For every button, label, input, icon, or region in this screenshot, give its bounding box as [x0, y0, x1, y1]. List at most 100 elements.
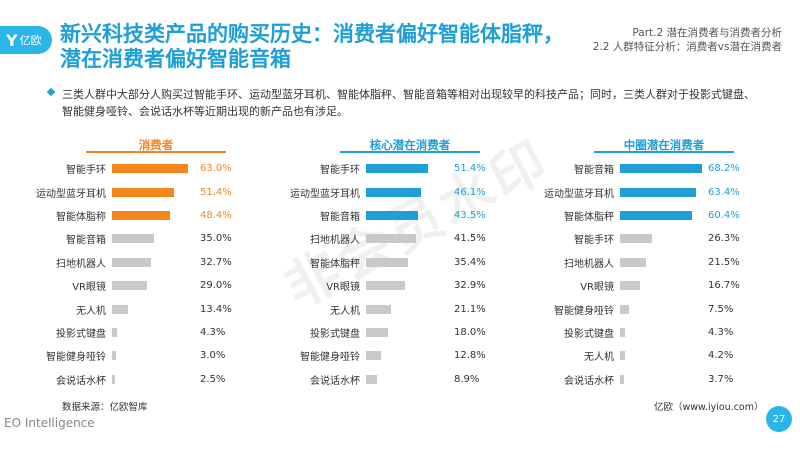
bar: [112, 187, 174, 197]
category-label: 智能健身哑铃: [300, 352, 360, 364]
bar: [366, 304, 392, 314]
value-label: 32.7%: [200, 256, 232, 268]
bar-track: [112, 163, 196, 175]
footer-brand: EO Intelligence: [4, 416, 95, 430]
chart-row: 会说话水杯 2.5%: [16, 368, 246, 391]
bar: [112, 234, 154, 244]
chart-panel-core-potential: 核心潜在消费者 智能手环 51.4% 运动型蓝牙耳机 46.1% 智能音箱 43.5% 扫地…: [270, 137, 500, 391]
chart-row: 扫地机器人 21.5%: [524, 251, 754, 274]
bar: [112, 351, 116, 361]
category-label: 运动型蓝牙耳机: [544, 188, 614, 200]
logo-mark: Y: [6, 30, 18, 50]
chart-title: 核心潜在消费者: [340, 137, 480, 153]
bar-track: [366, 209, 450, 221]
category-label: 智能健身哑铃: [554, 305, 614, 317]
chart-row: 智能健身哑铃 12.8%: [270, 344, 500, 367]
bar: [366, 374, 377, 384]
value-label: 35.0%: [200, 233, 232, 245]
bar: [620, 257, 646, 267]
chart-row: 智能体脂称 48.4%: [16, 204, 246, 227]
category-label: 智能音箱: [574, 165, 614, 177]
bar: [366, 257, 409, 267]
category-label: 投影式键盘: [564, 328, 614, 340]
chart-row: 智能体脂秤 35.4%: [270, 251, 500, 274]
bar-track: [366, 350, 450, 362]
category-label: VR眼镜: [326, 282, 360, 294]
value-label: 2.5%: [200, 373, 226, 385]
chart-row: 扫地机器人 41.5%: [270, 227, 500, 250]
bar-track: [366, 373, 450, 385]
data-source: 数据来源：亿欧智库: [62, 402, 148, 413]
category-label: 智能体脂秤: [564, 211, 614, 223]
bar: [366, 164, 428, 174]
chart-panel-mid-potential: 中圈潜在消费者 智能音箱 68.2% 运动型蓝牙耳机 63.4% 智能体脂秤 60.4% 智…: [524, 137, 754, 391]
bar-track: [366, 280, 450, 292]
chart-row: 投影式键盘 4.3%: [524, 321, 754, 344]
chart-row: 无人机 4.2%: [524, 344, 754, 367]
bar-track: [112, 186, 196, 198]
bar-track: [366, 256, 450, 268]
bar-track: [620, 256, 704, 268]
bar: [620, 234, 652, 244]
bar: [112, 304, 129, 314]
chart-title: 中圈潜在消费者: [594, 137, 734, 153]
chart-row: VR眼镜 29.0%: [16, 274, 246, 297]
value-label: 7.5%: [708, 303, 734, 315]
page-title: 新兴科技类产品的购买历史：消费者偏好智能体脂秤，潜在消费者偏好智能音箱: [60, 22, 564, 71]
bar: [366, 281, 406, 291]
chart-row: 运动型蓝牙耳机 63.4%: [524, 180, 754, 203]
chart-row: 投影式键盘 18.0%: [270, 321, 500, 344]
bar: [366, 187, 422, 197]
category-label: 无人机: [330, 305, 360, 317]
bar: [112, 374, 115, 384]
value-label: 63.0%: [200, 163, 232, 175]
category-label: 投影式键盘: [56, 328, 106, 340]
category-label: VR眼镜: [72, 282, 106, 294]
bar: [620, 374, 625, 384]
logo-text: 亿欧: [19, 34, 42, 47]
bar: [366, 351, 382, 361]
intro-text: 三类人群中大部分人购买过智能手环、运动型蓝牙耳机、智能体脂秤、智能音箱等相对出现…: [62, 88, 755, 118]
section-part: Part.2 潜在消费者与消费者分析: [632, 27, 782, 39]
brand-logo: Y 亿欧: [0, 26, 52, 54]
bar: [620, 210, 693, 220]
value-label: 43.5%: [454, 209, 486, 221]
chart-row: 会说话水杯 8.9%: [270, 368, 500, 391]
category-label: 扫地机器人: [56, 258, 106, 270]
chart-row: VR眼镜 16.7%: [524, 274, 754, 297]
bullet-diamond-icon: [46, 87, 56, 97]
section-subpart: 2.2 人群特征分析：消费者vs潜在消费者: [592, 41, 782, 53]
chart-row: 无人机 13.4%: [16, 297, 246, 320]
bar: [620, 281, 641, 291]
value-label: 60.4%: [708, 209, 740, 221]
chart-row: 智能音箱 68.2%: [524, 157, 754, 180]
value-label: 8.9%: [454, 373, 480, 385]
bar-track: [112, 233, 196, 245]
category-label: 无人机: [76, 305, 106, 317]
page-number: 27: [766, 406, 792, 432]
bar-track: [620, 186, 704, 198]
category-label: 智能手环: [574, 235, 614, 247]
bar-track: [112, 280, 196, 292]
category-label: 无人机: [584, 352, 614, 364]
bar-track: [620, 280, 704, 292]
category-label: 会说话水杯: [56, 375, 106, 387]
chart-title: 消费者: [86, 137, 226, 153]
category-label: 智能体脂称: [56, 211, 106, 223]
chart-row: 会说话水杯 3.7%: [524, 368, 754, 391]
category-label: 运动型蓝牙耳机: [36, 188, 106, 200]
bar-track: [620, 373, 704, 385]
bar-track: [620, 209, 704, 221]
category-label: 智能手环: [320, 165, 360, 177]
value-label: 16.7%: [708, 280, 740, 292]
bar-track: [620, 233, 704, 245]
chart-row: VR眼镜 32.9%: [270, 274, 500, 297]
value-label: 21.1%: [454, 303, 486, 315]
value-label: 46.1%: [454, 186, 486, 198]
chart-row: 投影式键盘 4.3%: [16, 321, 246, 344]
bar: [620, 187, 697, 197]
category-label: 扫地机器人: [310, 235, 360, 247]
bar-track: [112, 209, 196, 221]
category-label: 智能健身哑铃: [46, 352, 106, 364]
chart-row: 智能手环 51.4%: [270, 157, 500, 180]
